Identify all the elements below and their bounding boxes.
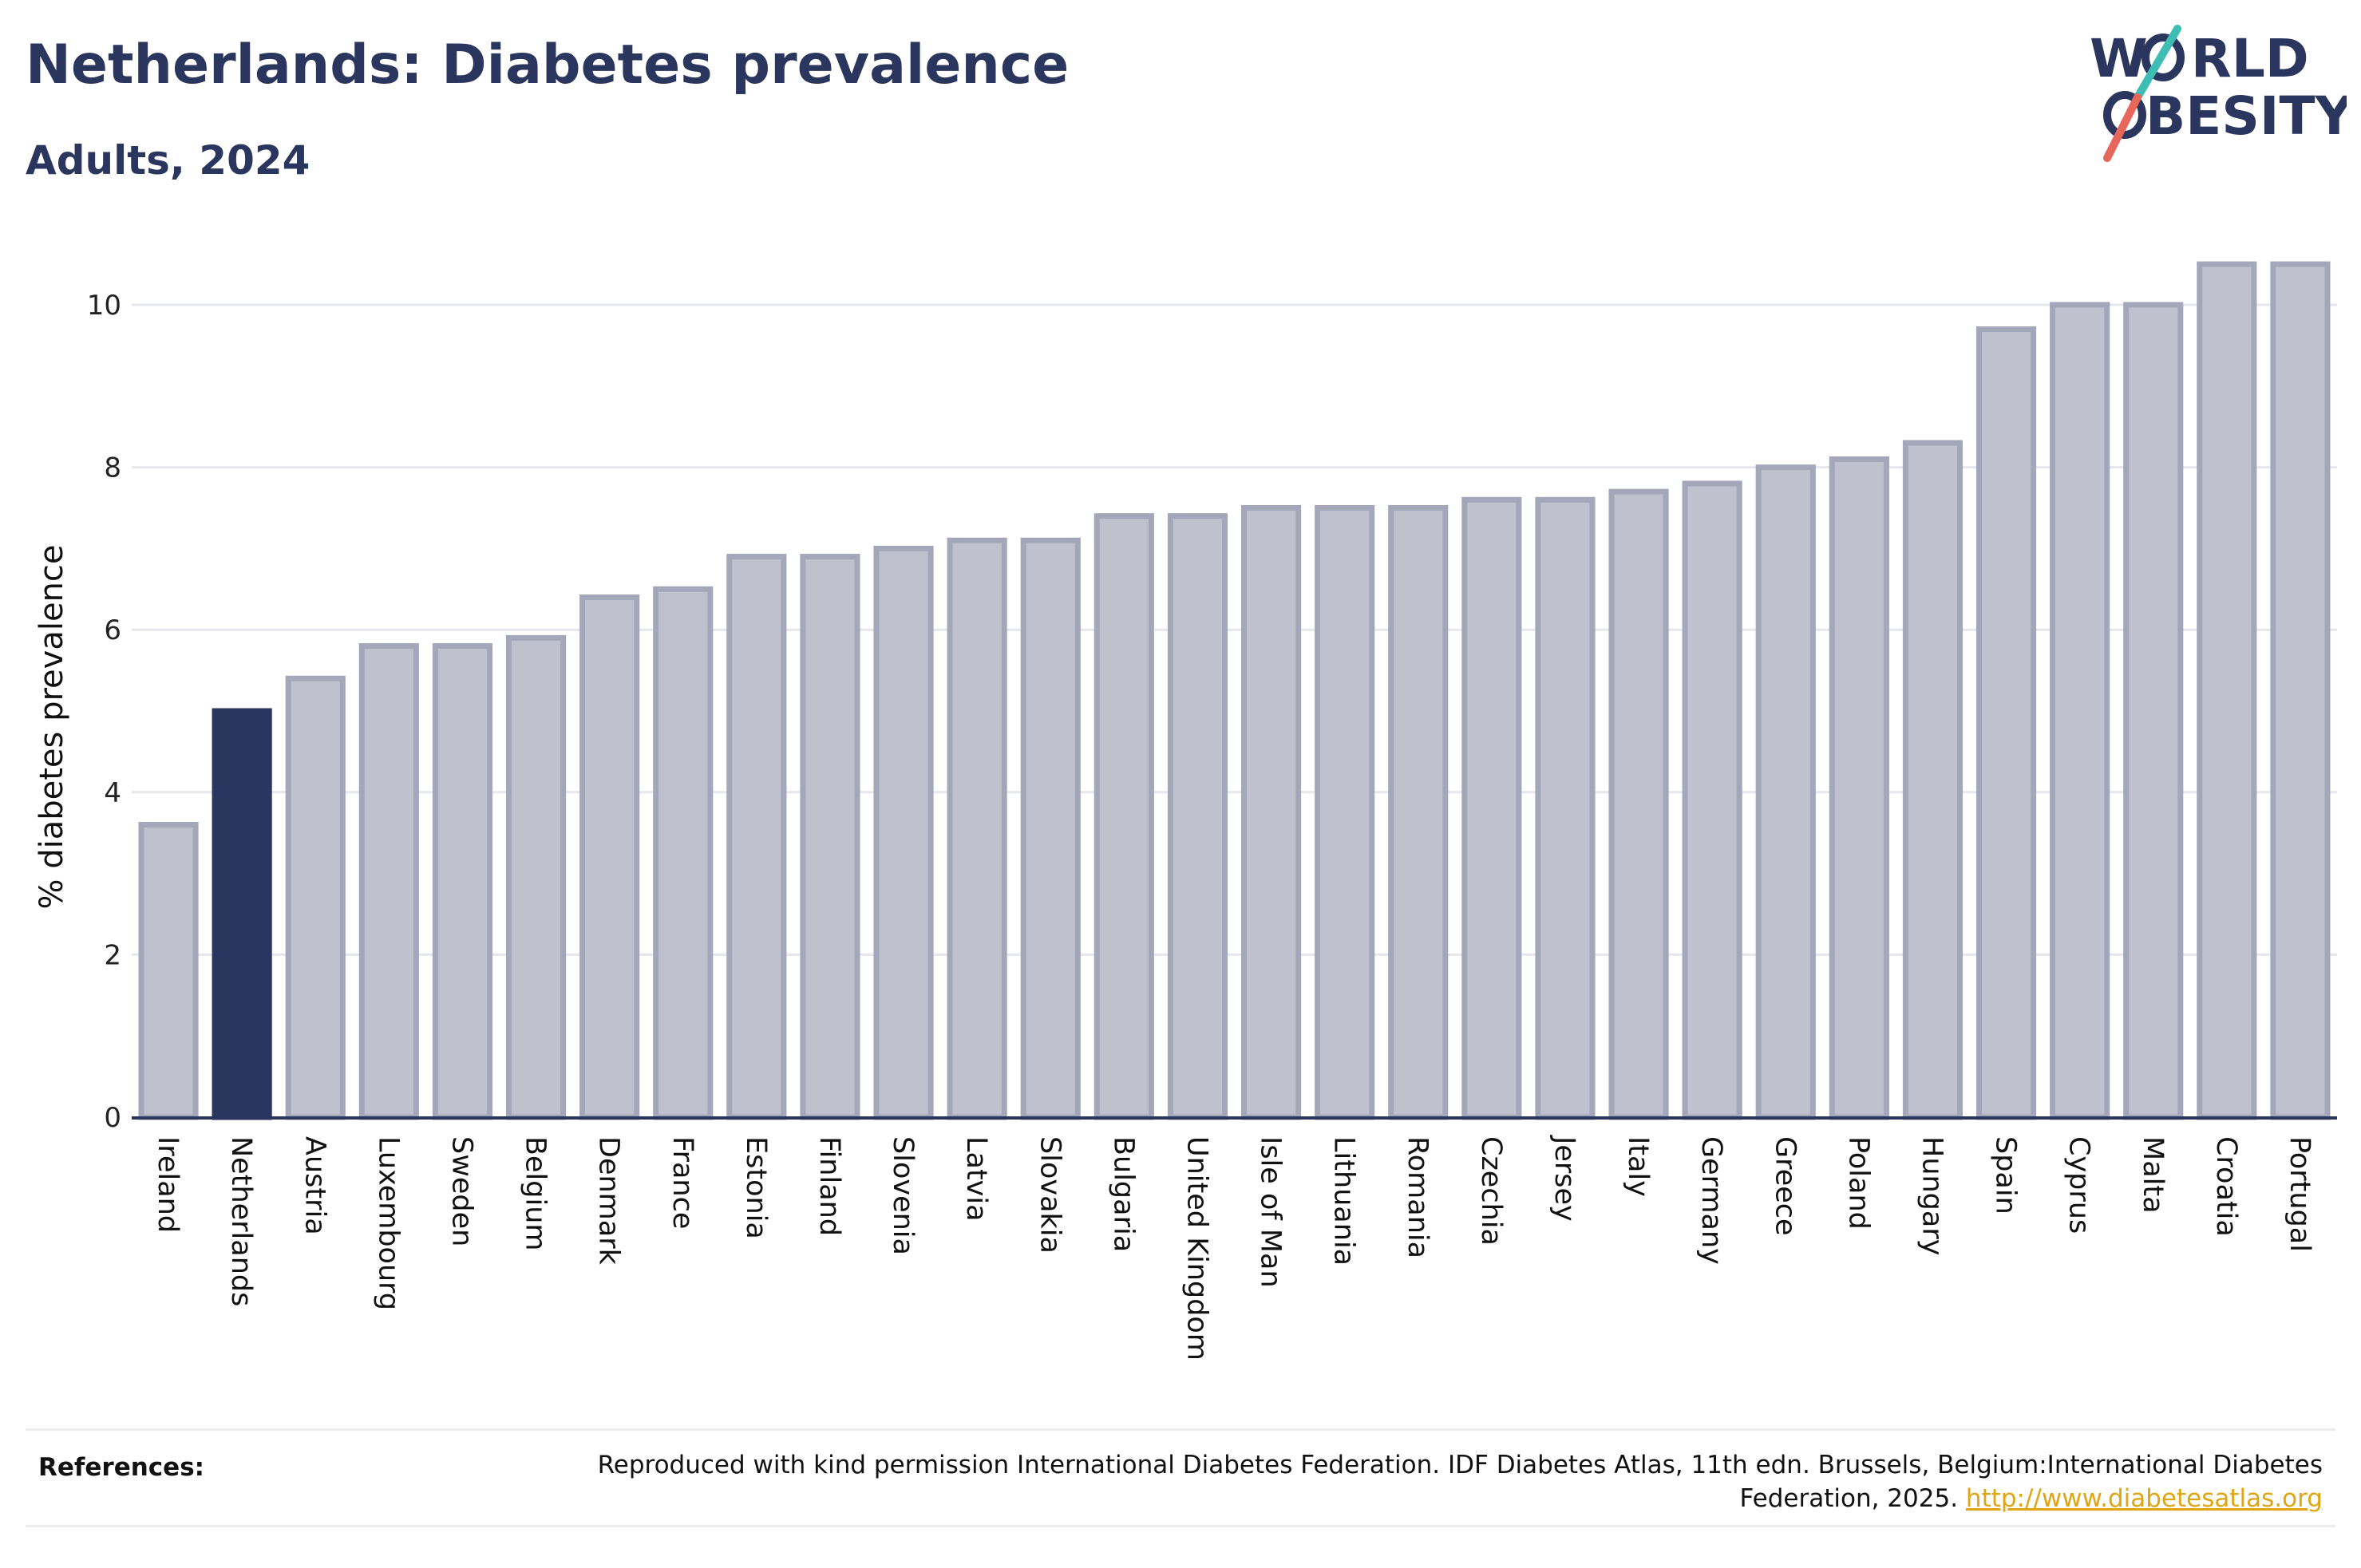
bar-finland[interactable] <box>800 554 860 1120</box>
world-obesity-logo: W RLD BESITY <box>2090 25 2347 162</box>
logo-line1-w: W <box>2090 28 2148 89</box>
bar-lithuania[interactable] <box>1315 505 1375 1120</box>
x-tick-label: Denmark <box>593 1136 625 1266</box>
bar-romania[interactable] <box>1388 505 1449 1120</box>
bar-estonia[interactable] <box>726 554 787 1120</box>
bar-slovakia[interactable] <box>1020 537 1081 1120</box>
bar-bulgaria[interactable] <box>1093 513 1154 1120</box>
bar-portugal[interactable] <box>2270 261 2331 1120</box>
logo-line2-besity: BESITY <box>2145 85 2347 147</box>
logo-line1-rld: RLD <box>2191 28 2309 89</box>
bar-netherlands[interactable] <box>212 708 272 1120</box>
bar-latvia[interactable] <box>947 537 1007 1120</box>
bar-isle-of-man[interactable] <box>1240 505 1302 1120</box>
y-tick-label: 10 <box>87 290 121 322</box>
bar-cyprus[interactable] <box>2050 302 2110 1120</box>
bar-united-kingdom[interactable] <box>1167 513 1228 1120</box>
y-tick-label: 6 <box>104 614 121 646</box>
references-footer: References: Reproduced with kind permiss… <box>26 1428 2335 1527</box>
bar-jersey[interactable] <box>1535 496 1596 1120</box>
x-tick-label: Jersey <box>1548 1135 1580 1222</box>
bar-ireland[interactable] <box>138 822 199 1120</box>
logo-slash-coral <box>2103 93 2142 162</box>
bar-spain[interactable] <box>1975 326 2037 1120</box>
bar-italy[interactable] <box>1608 488 1669 1120</box>
logo-slash-teal <box>2134 25 2181 101</box>
bar-malta[interactable] <box>2123 302 2184 1120</box>
y-tick-label: 8 <box>104 452 121 484</box>
x-tick-label: Ireland <box>152 1136 184 1233</box>
logo-o1 <box>2142 34 2185 81</box>
bars <box>138 261 2331 1120</box>
y-tick-label: 4 <box>104 777 121 809</box>
logo-o2 <box>2103 91 2146 139</box>
x-tick-label: Malta <box>2137 1136 2169 1214</box>
references-text: Reproduced with kind permission Internat… <box>567 1448 2323 1515</box>
x-tick-label: Sweden <box>445 1136 477 1246</box>
x-tick-label: Estonia <box>740 1136 772 1239</box>
y-tick-label: 0 <box>104 1102 121 1134</box>
bar-sweden[interactable] <box>432 643 493 1120</box>
x-tick-label: Portugal <box>2284 1136 2316 1252</box>
x-tick-label: Greece <box>1769 1136 1801 1236</box>
x-tick-label: Czechia <box>1475 1136 1507 1246</box>
bar-chart: 0 2 4 6 8 10 Ireland Netherlands Austria Luxembou… <box>34 261 2337 1361</box>
bar-poland[interactable] <box>1829 456 1889 1120</box>
bar-greece[interactable] <box>1755 464 1816 1120</box>
x-tick-label: Poland <box>1842 1136 1874 1230</box>
x-tick-label: Slovenia <box>887 1136 919 1255</box>
bar-luxembourg[interactable] <box>358 643 419 1120</box>
x-tick-label: Netherlands <box>225 1136 257 1306</box>
x-tick-label: Belgium <box>520 1136 552 1251</box>
x-tick-label: Romania <box>1402 1136 1434 1258</box>
x-tick-label: Spain <box>1990 1136 2022 1215</box>
x-tick-label: United Kingdom <box>1180 1136 1212 1361</box>
x-tick-label: Luxembourg <box>372 1136 404 1310</box>
y-tick-label: 2 <box>104 939 121 971</box>
x-tick-label: Hungary <box>1916 1136 1948 1255</box>
x-tick-label: France <box>666 1136 698 1229</box>
bar-czechia[interactable] <box>1461 496 1522 1120</box>
bar-germany[interactable] <box>1682 480 1742 1120</box>
bar-croatia[interactable] <box>2197 261 2257 1120</box>
x-tick-label: Italy <box>1622 1136 1654 1197</box>
x-tick-label: Isle of Man <box>1255 1136 1287 1288</box>
bar-austria[interactable] <box>285 675 346 1120</box>
bar-hungary[interactable] <box>1902 440 1964 1120</box>
page-title: Netherlands: Diabetes prevalence <box>26 34 1070 97</box>
x-tick-label: Slovakia <box>1034 1136 1066 1254</box>
grid-lines <box>132 303 2337 956</box>
y-axis-label: % diabetes prevalence <box>34 544 70 909</box>
references-label: References: <box>38 1453 205 1482</box>
x-tick-label: Croatia <box>2210 1136 2242 1237</box>
x-tick-label: Cyprus <box>2063 1136 2095 1234</box>
x-tick-label: Bulgaria <box>1107 1136 1139 1252</box>
references-link[interactable]: http://www.diabetesatlas.org <box>1965 1484 2323 1513</box>
x-tick-label: Austria <box>299 1136 330 1235</box>
x-tick-label: Germany <box>1695 1136 1727 1265</box>
bar-belgium[interactable] <box>505 634 567 1120</box>
bar-slovenia[interactable] <box>873 545 934 1120</box>
bar-france[interactable] <box>653 586 714 1120</box>
x-tick-label: Latvia <box>960 1136 992 1222</box>
bar-denmark[interactable] <box>579 594 640 1120</box>
x-tick-label: Lithuania <box>1328 1136 1360 1266</box>
references-citation: Reproduced with kind permission Internat… <box>597 1451 2323 1513</box>
x-tick-label: Finland <box>813 1136 845 1236</box>
page-subtitle: Adults, 2024 <box>26 137 310 184</box>
tick-labels: 0 2 4 6 8 10 Ireland Netherlands Austria Luxembou… <box>34 290 2316 1361</box>
